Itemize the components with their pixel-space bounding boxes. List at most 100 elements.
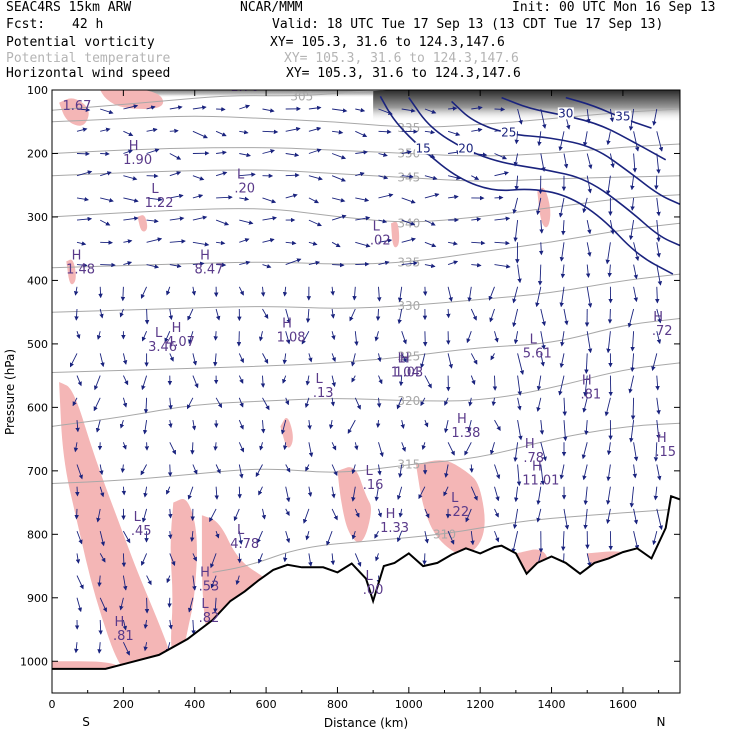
wind-vector	[494, 530, 500, 543]
wind-vector	[144, 308, 150, 325]
wind-vector	[74, 308, 79, 321]
y-tick-label: 100	[27, 84, 48, 97]
x-tick-label: 0	[49, 698, 56, 711]
wind-vector	[143, 642, 148, 652]
theta-contour	[52, 422, 680, 484]
wind-vector	[558, 197, 565, 218]
pv-shaded-region	[201, 515, 271, 641]
wind-vector	[354, 331, 359, 346]
wind-vector	[331, 331, 336, 341]
wind-vector	[606, 331, 611, 354]
wind-vector	[517, 375, 522, 396]
wind-vector	[561, 531, 566, 552]
wind-vector	[187, 308, 194, 321]
pv-extremum-value: 4.07	[166, 335, 195, 350]
wind-vector	[448, 241, 458, 246]
wind-vector	[330, 397, 336, 407]
pv-extremum-type: L	[398, 351, 406, 366]
wind-vector	[492, 375, 498, 391]
wind-vector	[120, 464, 126, 473]
wind-vector	[633, 508, 639, 525]
theta-contour	[52, 169, 680, 182]
wind-vector	[448, 194, 459, 200]
wind-vector	[192, 130, 208, 139]
wind-vector	[143, 619, 149, 629]
wind-vector	[305, 464, 310, 472]
pv-extremum-type: H	[200, 249, 210, 264]
wind-vector	[282, 553, 288, 563]
wind-vector	[123, 239, 133, 244]
pv-extremum-value: .81	[113, 629, 134, 644]
wind-vector	[377, 286, 382, 302]
wind-vector	[513, 442, 519, 462]
wind-vector	[331, 214, 347, 221]
wind-vector	[583, 131, 588, 147]
wind-vector	[401, 331, 407, 345]
wind-vector	[586, 220, 592, 235]
pv-extremum-value: .15	[655, 445, 676, 460]
wind-vector	[285, 486, 291, 503]
pv-shaded-region	[137, 215, 148, 232]
wind-vector	[351, 486, 356, 502]
wind-vector	[540, 153, 546, 172]
wind-vector	[168, 619, 173, 630]
wind-vector	[421, 442, 426, 450]
wind-vector	[302, 508, 310, 524]
wind-vector	[99, 308, 104, 319]
wind-label-bg	[457, 142, 474, 155]
wind-vector	[99, 464, 104, 476]
wind-vector	[75, 420, 80, 433]
wind-vector	[538, 242, 544, 256]
wind-vector	[99, 219, 111, 226]
wind-vector	[262, 308, 269, 319]
wind-vector	[214, 486, 219, 500]
wind-vector	[123, 104, 139, 110]
wind-vector	[210, 553, 217, 569]
wind-vector	[558, 375, 565, 396]
wind-vector	[350, 353, 356, 367]
wind-vector	[213, 442, 218, 451]
field-wind-xy: XY= 105.3, 31.6 to 124.3,147.6	[286, 66, 521, 81]
tropopause-shading	[373, 90, 680, 122]
wind-vector	[586, 108, 591, 124]
wind-label-bg	[614, 110, 631, 123]
field-wind-name: Horizontal wind speed	[6, 66, 171, 81]
wind-vector	[398, 464, 403, 478]
pv-extremum-value: 1.04	[391, 365, 420, 380]
wind-vector	[355, 197, 370, 203]
wind-vector	[447, 130, 461, 137]
wind-vector	[76, 127, 88, 132]
wind-vector	[215, 171, 228, 177]
wind-vector	[331, 241, 341, 248]
pv-extremum-value: 8.47	[195, 263, 224, 278]
wind-vector	[331, 353, 336, 363]
wind-vector	[285, 508, 290, 516]
wind-vector	[239, 238, 250, 243]
wind-vector	[238, 286, 244, 296]
wind-vector	[488, 286, 495, 301]
wind-vector	[308, 126, 322, 132]
wind-vector	[378, 152, 388, 157]
wind-vector	[651, 353, 658, 371]
wind-vector	[262, 353, 269, 364]
pv-extremum-type: H	[114, 615, 124, 630]
wind-vector	[447, 175, 461, 180]
wind-vector	[512, 308, 519, 328]
pv-extremum-type: H	[532, 459, 542, 474]
wind-vector	[192, 241, 210, 247]
wind-vector	[536, 197, 542, 216]
pv-extremum-type: L	[237, 523, 245, 538]
wind-vector	[168, 308, 174, 321]
wind-vector	[540, 108, 547, 129]
wind-vector	[332, 108, 348, 113]
wind-vector	[561, 220, 566, 236]
wind-vector	[424, 241, 437, 248]
wind-vector	[447, 442, 455, 456]
wind-vector	[376, 397, 382, 408]
wind-vector	[540, 464, 546, 486]
wind-vector	[540, 353, 545, 367]
wind-vector	[210, 575, 217, 589]
wind-vector	[401, 108, 416, 113]
wind-vector	[377, 464, 382, 476]
wind-vector	[307, 420, 312, 430]
